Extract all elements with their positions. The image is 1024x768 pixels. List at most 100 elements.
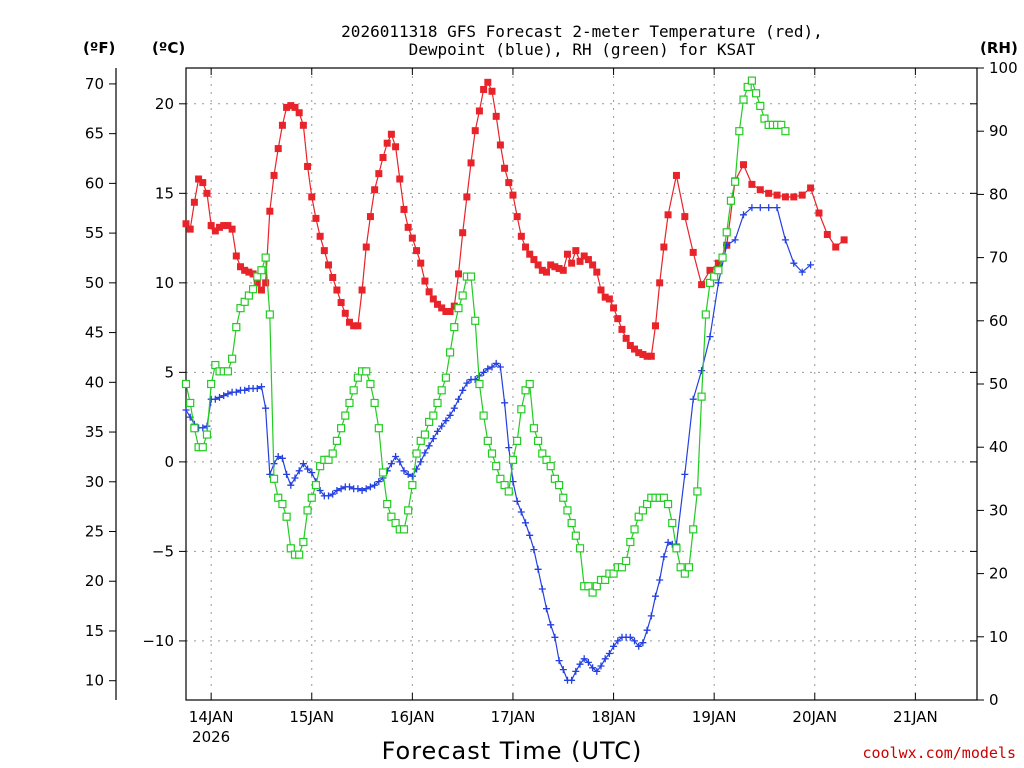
temperature-point: [345, 318, 353, 326]
rh-point: [228, 354, 237, 363]
rh-point: [274, 493, 283, 502]
rh-point: [659, 493, 668, 502]
dewpoint-point: [371, 481, 379, 489]
temperature-point: [651, 322, 659, 330]
rh-point: [559, 493, 568, 502]
rh-point: [550, 474, 559, 483]
dewpoint-point: [610, 642, 618, 650]
dewpoint-point: [421, 449, 429, 457]
temperature-point: [425, 288, 433, 296]
rh-point: [404, 506, 413, 515]
rh-point: [408, 481, 417, 490]
dewpoint-point: [543, 605, 550, 613]
rh-point: [345, 398, 354, 408]
dewpoint-point: [597, 662, 605, 670]
dewpoint-point: [513, 497, 521, 505]
dewpoint-point: [408, 472, 416, 480]
temperature-point: [563, 250, 571, 258]
rh-point: [521, 386, 530, 395]
rh-point: [731, 177, 740, 186]
rh-point: [240, 297, 249, 306]
source-credit[interactable]: coolwx.com/models: [862, 744, 1016, 762]
dewpoint-point: [299, 460, 307, 468]
dewpoint-point: [656, 576, 664, 584]
temperature-point: [660, 243, 668, 251]
temperature-point: [580, 252, 588, 260]
dewpoint-point: [463, 379, 471, 387]
rh-point: [450, 323, 459, 332]
dewpoint-point: [211, 395, 219, 403]
celsius-tick-label: −10: [142, 632, 174, 650]
rh-point: [529, 424, 539, 433]
rh-point: [454, 304, 463, 313]
rh-point: [643, 499, 652, 509]
temperature-point: [312, 214, 320, 222]
dewpoint-point: [354, 485, 362, 493]
temperature-point: [467, 159, 475, 167]
rh-point: [575, 544, 585, 553]
temperature-point: [337, 299, 345, 307]
temperature-point: [379, 154, 387, 162]
rh-point: [751, 89, 761, 98]
dewpoint-point: [304, 465, 312, 473]
temperature-point: [224, 222, 232, 230]
dewpoint-point: [589, 664, 597, 672]
dewpoint-point: [400, 467, 408, 475]
dewpoint-point: [404, 470, 412, 478]
temperature-point: [832, 243, 840, 251]
temperature-point: [664, 211, 672, 219]
x-tick-year-label: 2026: [192, 728, 230, 746]
rh-point: [244, 291, 253, 300]
temperature-point: [706, 266, 714, 274]
rh-point: [412, 449, 421, 458]
dewpoint-point: [241, 386, 249, 394]
dewpoint-point: [480, 368, 488, 376]
axes: [109, 67, 984, 701]
temperature-point: [392, 143, 400, 151]
temperature-point: [287, 102, 295, 110]
dewpoint-point: [756, 204, 764, 212]
fahrenheit-tick-label: 15: [85, 622, 104, 640]
rh-point: [223, 367, 233, 376]
rh-point: [399, 525, 409, 534]
temperature-point: [840, 236, 848, 244]
dewpoint-point: [308, 469, 316, 477]
temperature-point: [199, 179, 207, 187]
temperature-point: [228, 225, 236, 233]
rh-point: [722, 228, 731, 237]
dewpoint-point: [387, 460, 395, 468]
temperature-point: [320, 247, 328, 255]
rh-point: [374, 424, 383, 433]
rh-point: [261, 253, 270, 262]
temperature-point: [291, 103, 299, 111]
dewpoint-point: [568, 676, 576, 684]
rh-point: [295, 550, 304, 559]
chart-title-line-2: Dewpoint (blue), RH (green) for KSAT: [409, 40, 756, 59]
temperature-point: [534, 261, 542, 269]
dewpoint-point: [526, 531, 534, 539]
dewpoint-point: [258, 383, 265, 391]
rh-point: [622, 556, 631, 566]
chart-title-line-1: 2026011318 GFS Forecast 2-meter Temperat…: [341, 22, 823, 41]
temperature-point: [190, 198, 198, 206]
temperature-point: [589, 261, 597, 269]
temperature-point: [798, 191, 806, 199]
temperature-point: [689, 248, 697, 256]
rh-point: [186, 398, 195, 408]
temperature-point: [635, 349, 643, 357]
fahrenheit-tick-label: 60: [85, 174, 104, 192]
rh-point: [253, 272, 262, 281]
temperature-point: [396, 175, 404, 183]
dewpoint-point: [434, 427, 441, 435]
rh-point: [739, 95, 748, 104]
temperature-point: [211, 227, 219, 235]
temperature-point: [517, 232, 525, 240]
rh-point: [743, 82, 752, 92]
rh-point: [525, 379, 534, 389]
rh-point: [718, 253, 727, 262]
rh-point: [479, 411, 488, 420]
dewpoint-point: [798, 268, 806, 276]
rh-point: [257, 266, 266, 275]
x-tick-label: 19JAN: [692, 708, 737, 726]
